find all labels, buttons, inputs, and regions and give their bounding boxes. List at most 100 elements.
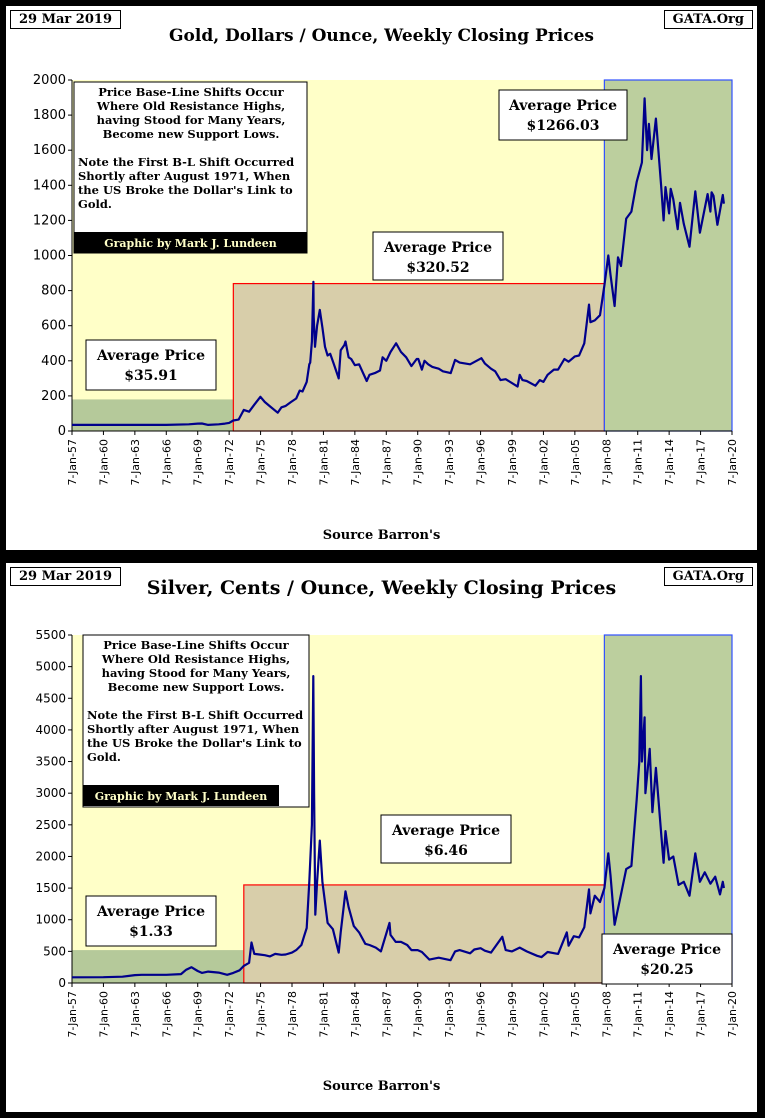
y-tick-label: 3500	[35, 755, 66, 769]
x-tick-label: 7-Jan-69	[192, 991, 205, 1038]
source-label: Source Barron's	[322, 528, 441, 543]
note-box	[82, 634, 310, 808]
note-text-line: Shortly after August 1971, When	[78, 169, 291, 183]
x-tick-label: 7-Jan-90	[412, 439, 425, 486]
y-tick-label: 2500	[35, 818, 66, 832]
x-tick-label: 7-Jan-78	[286, 991, 299, 1038]
x-tick-label: 7-Jan-05	[569, 991, 582, 1038]
average-price-title: Average Price	[508, 98, 617, 114]
average-price-box	[601, 933, 733, 985]
x-tick-label: 7-Jan-02	[537, 439, 550, 486]
x-tick-label: 7-Jan-78	[286, 439, 299, 486]
y-tick-label: 1000	[35, 913, 66, 927]
x-tick-label: 7-Jan-14	[663, 991, 676, 1038]
y-tick-label: 1200	[33, 213, 66, 228]
average-price-box	[380, 814, 512, 864]
x-tick-label: 7-Jan-14	[663, 439, 676, 486]
x-tick-label: 7-Jan-90	[412, 991, 425, 1038]
chart-title: Silver, Cents / Ounce, Weekly Closing Pr…	[146, 577, 617, 599]
note-text-line: the US Broke the Dollar's Link to	[87, 736, 302, 750]
y-tick-label: 4000	[35, 723, 66, 737]
source-label: Source Barron's	[322, 1079, 441, 1094]
x-tick-label: 7-Jan-99	[506, 439, 519, 486]
x-tick-label: 7-Jan-75	[255, 991, 268, 1038]
y-tick-label: 800	[41, 284, 66, 299]
y-tick-label: 4500	[35, 691, 66, 705]
y-tick-label: 600	[41, 319, 66, 334]
x-tick-label: 7-Jan-02	[537, 991, 550, 1038]
average-price-value: $6.46	[424, 843, 468, 859]
x-tick-label: 7-Jan-17	[695, 991, 708, 1038]
note-text-line: Where Old Resistance Highs,	[101, 652, 290, 666]
silver-chart-panel: 29 Mar 2019 GATA.Org Silver, Cents / Oun…	[6, 563, 757, 1112]
y-tick-label: 1000	[33, 249, 66, 264]
x-tick-label: 7-Jan-57	[66, 439, 79, 486]
note-text-line: Note the First B-L Shift Occurred	[78, 155, 294, 169]
x-tick-label: 7-Jan-87	[380, 439, 393, 486]
average-price-box	[85, 895, 217, 947]
y-tick-label: 200	[41, 389, 66, 404]
note-text-line: Note the First B-L Shift Occurred	[87, 708, 303, 722]
chart-title: Gold, Dollars / Ounce, Weekly Closing Pr…	[169, 26, 594, 46]
y-tick-label: 400	[41, 354, 66, 369]
y-tick-label: 0	[58, 976, 66, 990]
gold-chart-svg: 0 200 400 600 800 1000 1200 1400 1600 1800 2000 7-J…	[33, 73, 739, 486]
note-text-line: having Stood for Many Years,	[102, 666, 291, 680]
x-tick-label: 7-Jan-57	[66, 991, 79, 1038]
x-tick-label: 7-Jan-11	[632, 439, 645, 486]
x-tick-label: 7-Jan-84	[349, 439, 362, 486]
average-price-value: $1266.03	[526, 118, 599, 134]
credit-box	[83, 785, 279, 806]
x-tick-label: 7-Jan-69	[192, 439, 205, 486]
x-tick-label: 7-Jan-81	[317, 991, 330, 1038]
credit-text: Graphic by Mark J. Lundeen	[95, 790, 268, 803]
average-zone-3	[603, 634, 733, 984]
credit-box	[74, 232, 307, 253]
note-text-line: having Stood for Many Years,	[97, 113, 286, 127]
average-price-value: $1.33	[129, 924, 173, 940]
y-tick-label: 500	[43, 944, 66, 958]
note-text-line: Price Base-Line Shifts Occur	[103, 638, 289, 652]
average-price-box	[372, 231, 504, 281]
average-zone-2	[232, 282, 605, 432]
x-tick-label: 7-Jan-11	[632, 991, 645, 1038]
x-tick-label: 7-Jan-08	[600, 439, 613, 486]
x-tick-label: 7-Jan-96	[475, 439, 488, 486]
y-tick-label: 1600	[33, 143, 66, 158]
x-tick-label: 7-Jan-93	[443, 439, 456, 486]
average-price-title: Average Price	[383, 240, 492, 256]
y-tick-label: 3000	[35, 786, 66, 800]
y-tick-label: 5500	[35, 628, 66, 642]
average-zone-1	[72, 399, 234, 431]
date-label: 29 Mar 2019	[10, 567, 121, 586]
x-tick-label: 7-Jan-66	[160, 439, 173, 486]
x-tick-label: 7-Jan-96	[475, 991, 488, 1038]
average-zone-2	[243, 884, 605, 984]
average-price-title: Average Price	[96, 348, 205, 364]
average-price-box	[498, 89, 628, 141]
x-tick-label: 7-Jan-60	[97, 439, 110, 486]
average-price-title: Average Price	[96, 904, 205, 920]
x-tick-label: 7-Jan-66	[160, 991, 173, 1038]
y-tick-label: 0	[58, 424, 66, 439]
x-tick-label: 7-Jan-99	[506, 991, 519, 1038]
note-box	[73, 81, 308, 254]
site-label: GATA.Org	[663, 10, 753, 29]
x-tick-label: 7-Jan-63	[129, 439, 142, 486]
note-text-line: Become new Support Lows.	[103, 127, 280, 141]
average-price-value: $20.25	[640, 962, 694, 978]
x-tick-label: 7-Jan-72	[223, 991, 236, 1038]
note-text-line: Price Base-Line Shifts Occur	[98, 85, 284, 99]
y-tick-label: 1800	[33, 108, 66, 123]
y-tick-label: 2000	[33, 73, 66, 88]
x-tick-label: 7-Jan-72	[223, 439, 236, 486]
price-line	[71, 674, 725, 979]
note-text-line: Shortly after August 1971, When	[87, 722, 300, 736]
x-tick-label: 7-Jan-84	[349, 991, 362, 1038]
x-tick-label: 7-Jan-75	[255, 439, 268, 486]
y-tick-label: 1400	[33, 178, 66, 193]
note-text-line: Gold.	[78, 197, 112, 211]
y-tick-label: 1500	[35, 881, 66, 895]
x-tick-label: 7-Jan-63	[129, 991, 142, 1038]
y-tick-label: 2000	[35, 849, 66, 863]
